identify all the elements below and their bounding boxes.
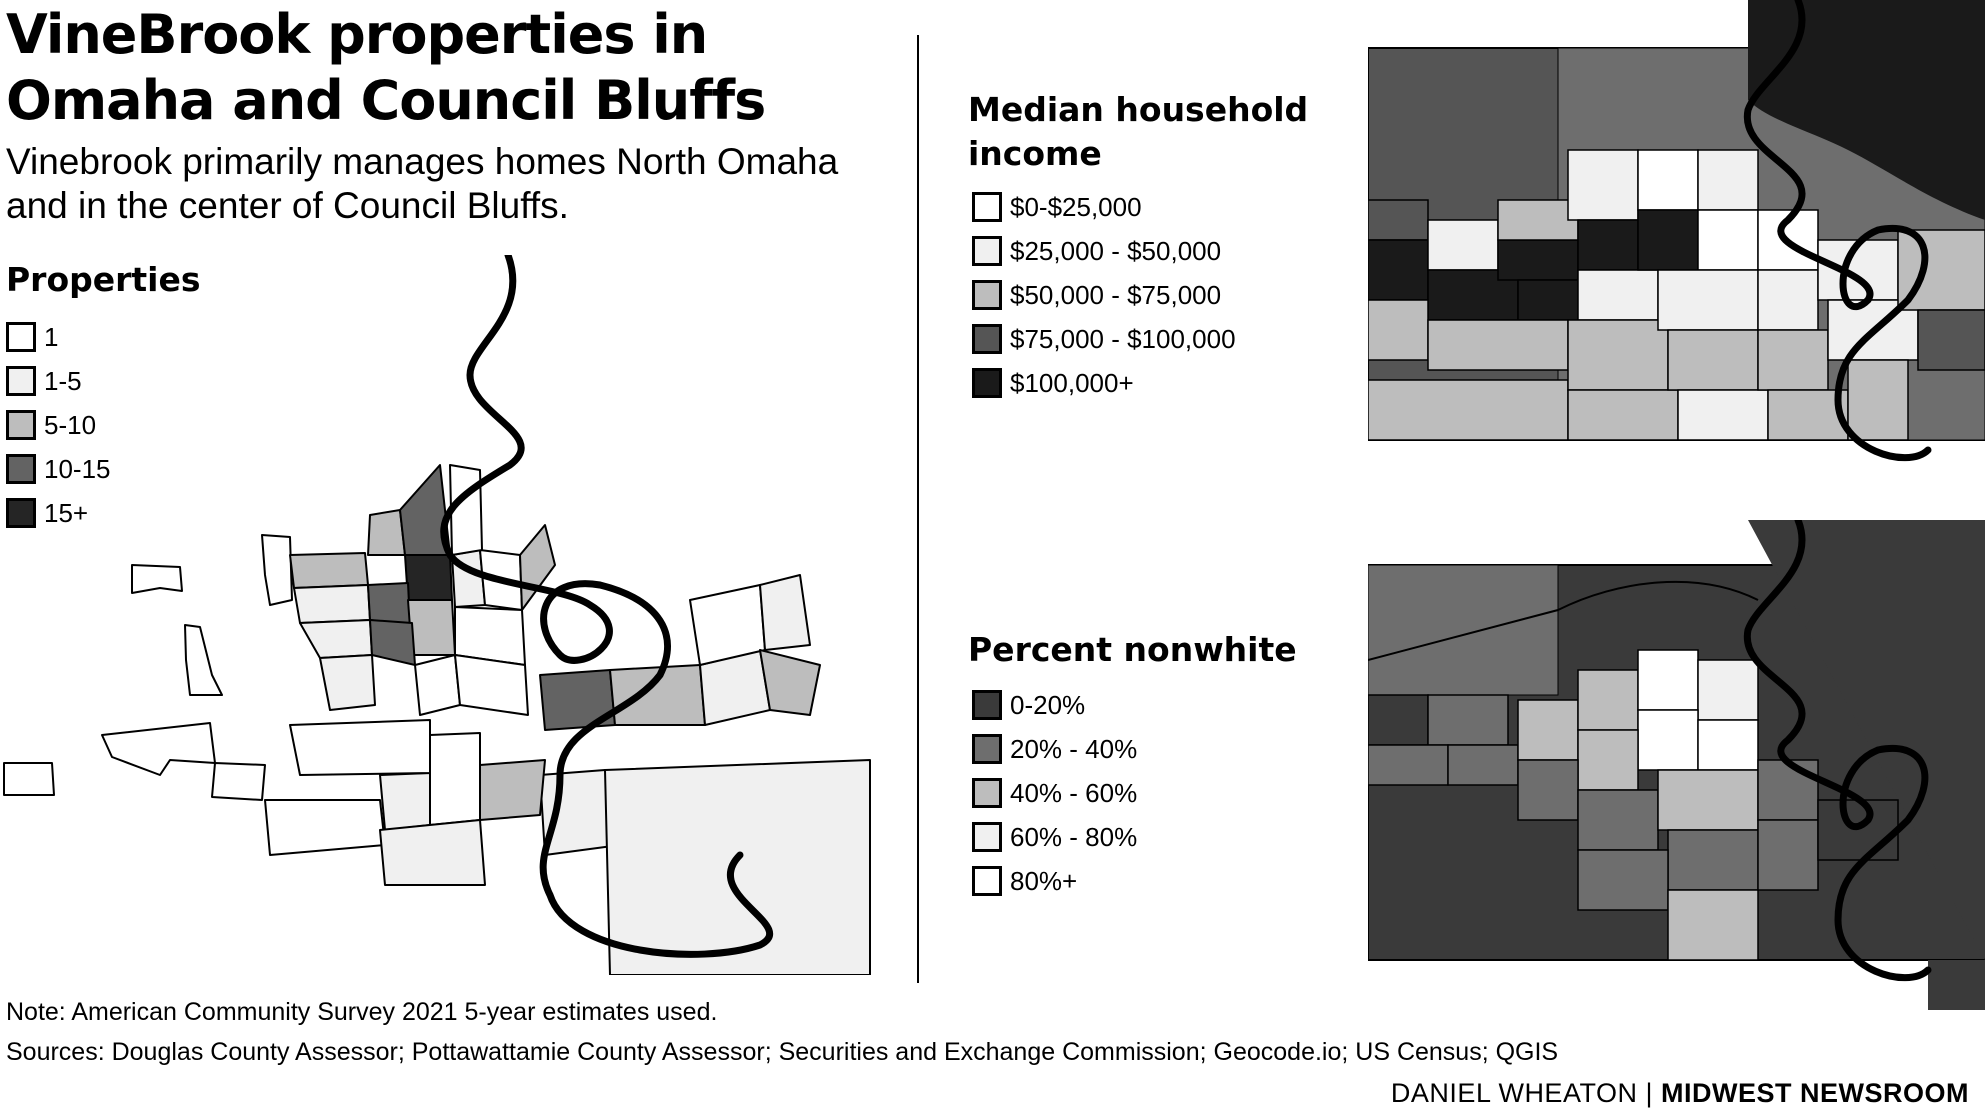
legend-label: $25,000 - $50,000 [1010,235,1222,266]
properties-legend: 1 1-5 5-10 10-15 15+ [6,315,111,535]
legend-label: $75,000 - $100,000 [1010,323,1236,354]
legend-label: 20% - 40% [1010,733,1138,764]
legend-item: $100,000+ [972,361,1236,405]
byline-author: DANIEL WHEATON [1390,1078,1638,1108]
legend-swatch [6,410,36,440]
nonwhite-map [1368,520,1985,1010]
legend-item: $0-$25,000 [972,185,1236,229]
byline-org: MIDWEST NEWSROOM [1661,1078,1969,1108]
legend-label: 80%+ [1010,865,1078,896]
nonwhite-legend: 0-20% 20% - 40% 40% - 60% 60% - 80% 80%+ [972,683,1137,903]
legend-item: 1 [6,315,111,359]
legend-swatch [6,366,36,396]
legend-swatch [972,866,1002,896]
nonwhite-legend-title: Percent nonwhite [968,630,1297,669]
legend-swatch [972,368,1002,398]
legend-label: 10-15 [44,453,111,484]
legend-item: 20% - 40% [972,727,1137,771]
legend-label: 0-20% [1010,689,1086,720]
legend-label: $0-$25,000 [1010,191,1142,222]
legend-item: $50,000 - $75,000 [972,273,1236,317]
income-legend: $0-$25,000 $25,000 - $50,000 $50,000 - $… [972,185,1236,405]
legend-swatch [972,324,1002,354]
legend-label: $100,000+ [1010,367,1134,398]
properties-map [3,255,871,975]
legend-swatch [6,498,36,528]
legend-swatch [972,280,1002,310]
legend-item: 60% - 80% [972,815,1137,859]
income-map [1368,0,1985,462]
legend-swatch [972,690,1002,720]
legend-label: 40% - 60% [1010,777,1138,808]
legend-item: 40% - 60% [972,771,1137,815]
legend-item: 15+ [6,491,111,535]
section-divider [917,35,919,983]
note: Note: American Community Survey 2021 5-y… [6,998,718,1026]
legend-swatch [972,778,1002,808]
legend-label: $50,000 - $75,000 [1010,279,1222,310]
legend-item: $75,000 - $100,000 [972,317,1236,361]
legend-label: 15+ [44,497,89,528]
page-title: VineBrook properties in Omaha and Counci… [6,3,766,132]
legend-item: 5-10 [6,403,111,447]
legend-item: 1-5 [6,359,111,403]
byline-separator: | [1645,1078,1653,1108]
legend-swatch [6,454,36,484]
legend-item: 0-20% [972,683,1137,727]
legend-swatch [972,236,1002,266]
legend-item: 80%+ [972,859,1137,903]
sources: Sources: Douglas County Assessor; Pottaw… [6,1038,1559,1066]
legend-label: 1-5 [44,365,82,396]
legend-label: 1 [44,321,59,352]
legend-label: 5-10 [44,409,97,440]
legend-swatch [972,822,1002,852]
page-subtitle: Vinebrook primarily manages homes North … [6,141,839,226]
legend-swatch [6,322,36,352]
legend-label: 60% - 80% [1010,821,1138,852]
legend-item: 10-15 [6,447,111,491]
income-legend-title: Median household income [968,90,1309,173]
legend-swatch [972,734,1002,764]
legend-item: $25,000 - $50,000 [972,229,1236,273]
properties-legend-title: Properties [6,260,201,299]
legend-swatch [972,192,1002,222]
byline: DANIEL WHEATON | MIDWEST NEWSROOM [1391,1078,1969,1109]
